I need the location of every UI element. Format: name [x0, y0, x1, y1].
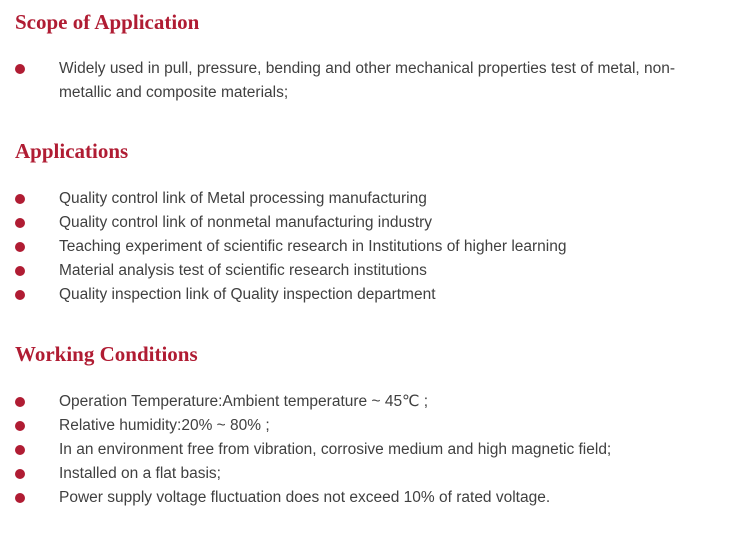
bullet-icon	[15, 397, 25, 407]
list-item-text: Teaching experiment of scientific resear…	[59, 238, 567, 255]
bullet-icon	[15, 421, 25, 431]
list-item: Quality inspection link of Quality inspe…	[0, 283, 750, 307]
list-item-text: Power supply voltage fluctuation does no…	[59, 489, 551, 506]
section-heading: Applications	[15, 139, 129, 163]
bullet-icon	[15, 290, 25, 300]
bullet-icon	[15, 194, 25, 204]
list-item: Quality control link of Metal processing…	[0, 187, 750, 211]
list-item-text: Operation Temperature:Ambient temperatur…	[59, 393, 429, 410]
list-item: Quality control link of nonmetal manufac…	[0, 211, 750, 235]
list-item: Power supply voltage fluctuation does no…	[0, 486, 750, 510]
bullet-icon	[15, 64, 25, 74]
list-item-text: Quality inspection link of Quality inspe…	[59, 286, 436, 303]
list-item-text: Quality control link of nonmetal manufac…	[59, 214, 433, 231]
list-item: Material analysis test of scientific res…	[0, 259, 750, 283]
list-item: In an environment free from vibration, c…	[0, 438, 750, 462]
list-item-text: Material analysis test of scientific res…	[59, 262, 427, 279]
list-item: Operation Temperature:Ambient temperatur…	[0, 390, 750, 414]
list-item: Widely used in pull, pressure, bending a…	[0, 57, 750, 105]
section-heading: Scope of Application	[15, 10, 200, 34]
list-item-text: Relative humidity:20% ~ 80% ;	[59, 417, 270, 434]
list-item-text: Quality control link of Metal processing…	[59, 190, 427, 207]
bullet-icon	[15, 493, 25, 503]
bullet-icon	[15, 445, 25, 455]
list-item: Teaching experiment of scientific resear…	[0, 235, 750, 259]
list-item-text: In an environment free from vibration, c…	[59, 441, 612, 458]
bullet-list: Widely used in pull, pressure, bending a…	[0, 57, 750, 105]
list-item: Installed on a flat basis;	[0, 462, 750, 486]
bullet-icon	[15, 242, 25, 252]
list-item-text: Widely used in pull, pressure, bending a…	[59, 60, 676, 101]
list-item-text: Installed on a flat basis;	[59, 465, 221, 482]
bullet-icon	[15, 266, 25, 276]
bullet-list: Quality control link of Metal processing…	[0, 187, 750, 307]
list-item: Relative humidity:20% ~ 80% ;	[0, 414, 750, 438]
section-heading: Working Conditions	[15, 342, 198, 366]
bullet-icon	[15, 218, 25, 228]
bullet-icon	[15, 469, 25, 479]
bullet-list: Operation Temperature:Ambient temperatur…	[0, 390, 750, 510]
